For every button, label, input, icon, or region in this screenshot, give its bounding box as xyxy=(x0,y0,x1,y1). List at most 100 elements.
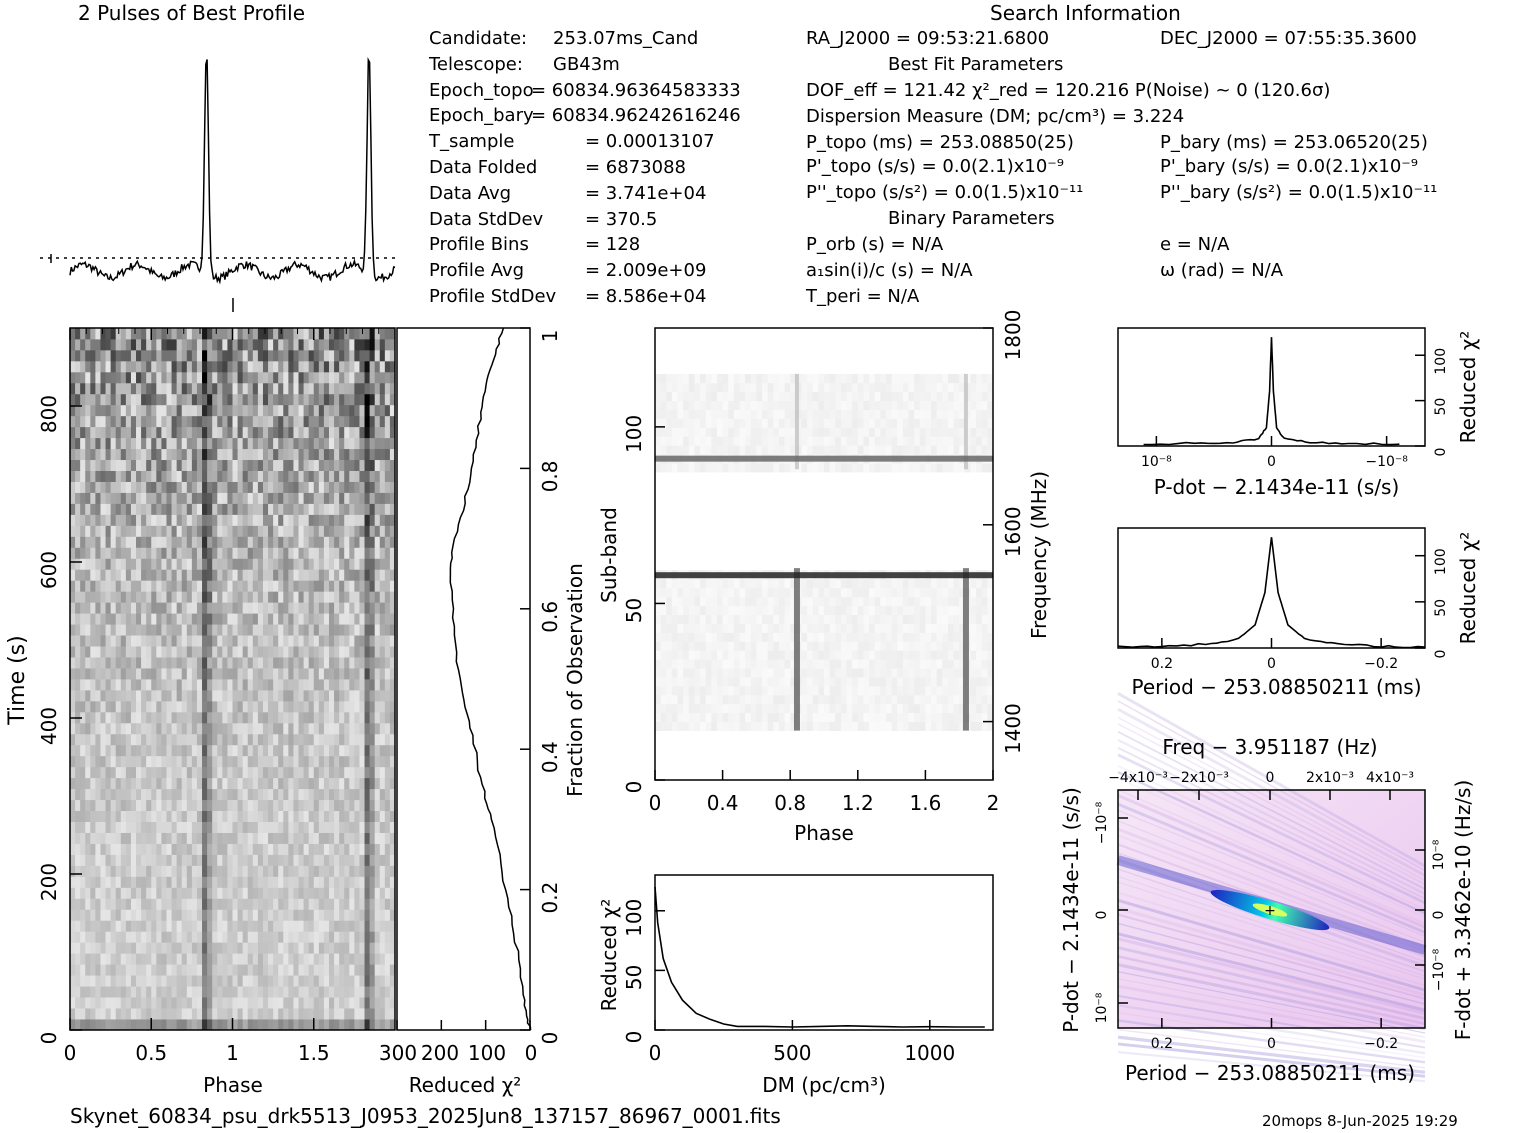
heat-cell xyxy=(207,832,213,844)
heat-cell xyxy=(339,470,345,482)
heat-cell xyxy=(242,569,249,581)
subband-cell xyxy=(931,721,938,731)
subband-cell xyxy=(739,703,746,714)
heat-cell xyxy=(303,328,310,340)
heat-cell xyxy=(349,459,355,471)
heat-cell xyxy=(110,689,117,702)
heat-cell xyxy=(130,492,137,504)
subband-cell xyxy=(660,721,667,731)
heat-cell xyxy=(181,635,188,647)
heat-cell xyxy=(334,404,340,417)
heat-cell xyxy=(181,1008,188,1020)
heat-cell xyxy=(222,711,228,724)
heat-cell xyxy=(247,920,254,932)
heat-cell xyxy=(359,415,365,428)
heat-cell xyxy=(349,437,355,450)
subband-cell xyxy=(942,694,949,705)
heat-cell xyxy=(161,832,167,844)
heat-cell xyxy=(176,777,183,790)
heat-cell xyxy=(110,360,117,373)
heat-cell xyxy=(328,415,335,428)
heat-cell xyxy=(389,689,396,702)
subband-cell xyxy=(812,641,819,651)
subband-cell xyxy=(728,721,735,731)
heat-cell xyxy=(171,865,178,877)
heat-cell xyxy=(125,481,132,493)
heat-cell xyxy=(227,481,233,493)
heat-cell xyxy=(141,722,147,735)
heat-cell xyxy=(217,689,223,702)
heat-cell xyxy=(247,547,254,559)
heat-cell xyxy=(273,624,279,636)
heat-cell xyxy=(268,525,274,537)
heat-cell xyxy=(298,426,304,439)
heat-cell xyxy=(207,898,213,910)
heat-cell xyxy=(303,338,310,351)
heat-cell xyxy=(293,459,299,471)
heat-cell xyxy=(212,415,218,428)
heat-cell xyxy=(303,854,310,866)
heat-cell xyxy=(389,843,396,855)
heat-cell xyxy=(257,426,264,439)
heat-cell xyxy=(232,777,238,790)
heat-cell xyxy=(217,371,223,384)
heat-cell xyxy=(242,591,249,603)
heat-cell xyxy=(207,558,213,570)
heat-cell xyxy=(359,865,365,877)
heat-cell xyxy=(207,426,213,439)
heat-cell xyxy=(257,975,264,987)
heat-cell xyxy=(384,953,391,965)
subband-cell xyxy=(683,650,690,660)
heat-cell xyxy=(125,536,132,548)
heat-cell xyxy=(354,558,360,570)
heat-cell xyxy=(130,536,137,548)
heat-cell xyxy=(156,744,162,757)
heat-cell xyxy=(232,503,238,515)
heat-cell xyxy=(262,492,269,504)
heat-cell xyxy=(191,942,198,954)
heat-cell xyxy=(247,635,254,647)
heat-cell xyxy=(196,657,203,669)
subband-cell xyxy=(756,703,763,714)
heat-cell xyxy=(75,448,81,461)
heat-cell xyxy=(344,547,350,559)
heat-cell xyxy=(186,1019,193,1031)
heat-cell xyxy=(354,415,360,428)
heat-cell xyxy=(181,865,188,877)
heat-cell xyxy=(364,689,371,702)
heat-cell xyxy=(268,393,274,406)
heat-cell xyxy=(196,382,203,395)
subband-cell xyxy=(869,677,876,687)
heat-cell xyxy=(202,777,208,790)
heat-cell xyxy=(369,492,376,504)
heat-cell xyxy=(268,580,274,592)
heat-cell xyxy=(359,810,365,822)
heat-cell xyxy=(151,668,157,680)
heat-cell xyxy=(293,942,299,954)
heat-cell xyxy=(313,733,320,746)
heat-cell xyxy=(349,744,355,757)
heat-cell xyxy=(308,338,315,351)
heat-cell xyxy=(328,931,335,943)
heat-cell xyxy=(379,393,386,406)
heat-cell xyxy=(110,448,117,461)
heat-cell xyxy=(191,624,198,636)
heat-cell xyxy=(354,810,360,822)
subband-cell xyxy=(750,614,757,624)
heat-cell xyxy=(70,525,76,537)
heat-cell xyxy=(257,470,264,482)
heat-cell xyxy=(349,360,355,373)
heat-cell xyxy=(217,481,223,493)
heat-cell xyxy=(328,393,335,406)
heat-cell xyxy=(222,624,228,636)
heat-cell xyxy=(151,635,157,647)
heat-cell xyxy=(379,371,386,384)
heat-cell xyxy=(369,755,376,768)
heat-cell xyxy=(186,492,193,504)
heat-cell xyxy=(298,437,304,450)
heat-cell xyxy=(232,1008,238,1020)
heat-cell xyxy=(328,328,335,340)
heat-cell xyxy=(186,953,193,965)
heat-cell xyxy=(217,788,223,801)
heat-cell xyxy=(257,481,264,493)
